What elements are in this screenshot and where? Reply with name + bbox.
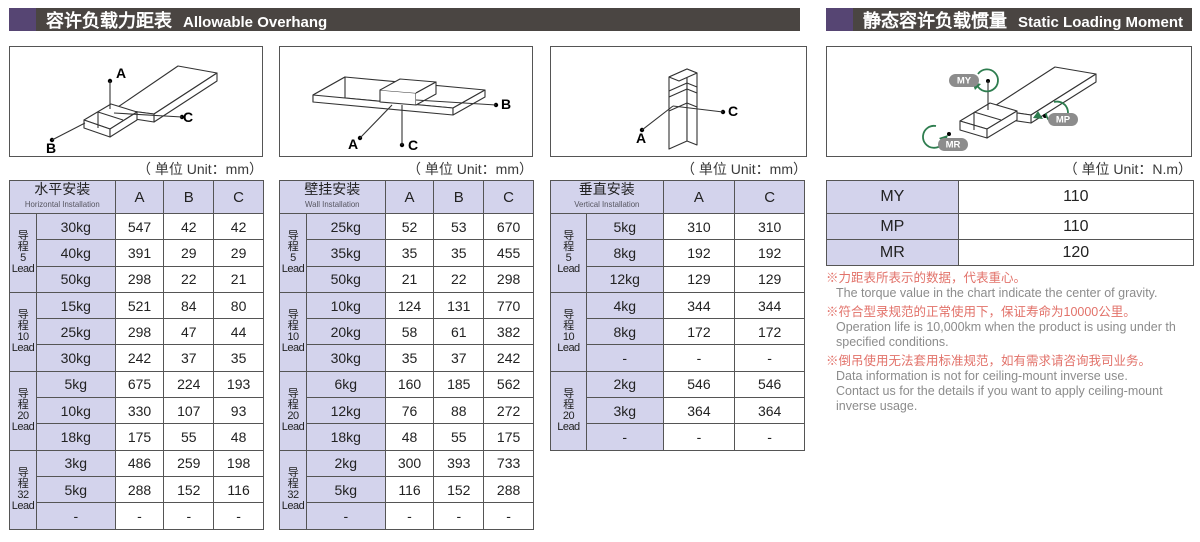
svg-text:B: B bbox=[501, 96, 511, 112]
svg-text:MY: MY bbox=[957, 76, 972, 87]
svg-text:A: A bbox=[636, 130, 646, 146]
svg-text:B: B bbox=[46, 140, 56, 156]
svg-text:MP: MP bbox=[1056, 115, 1071, 126]
svg-text:C: C bbox=[408, 137, 418, 153]
svg-text:MR: MR bbox=[946, 140, 961, 151]
svg-text:C: C bbox=[728, 103, 738, 119]
svg-text:A: A bbox=[348, 136, 358, 152]
svg-text:A: A bbox=[116, 65, 126, 81]
svg-text:C: C bbox=[183, 109, 193, 125]
